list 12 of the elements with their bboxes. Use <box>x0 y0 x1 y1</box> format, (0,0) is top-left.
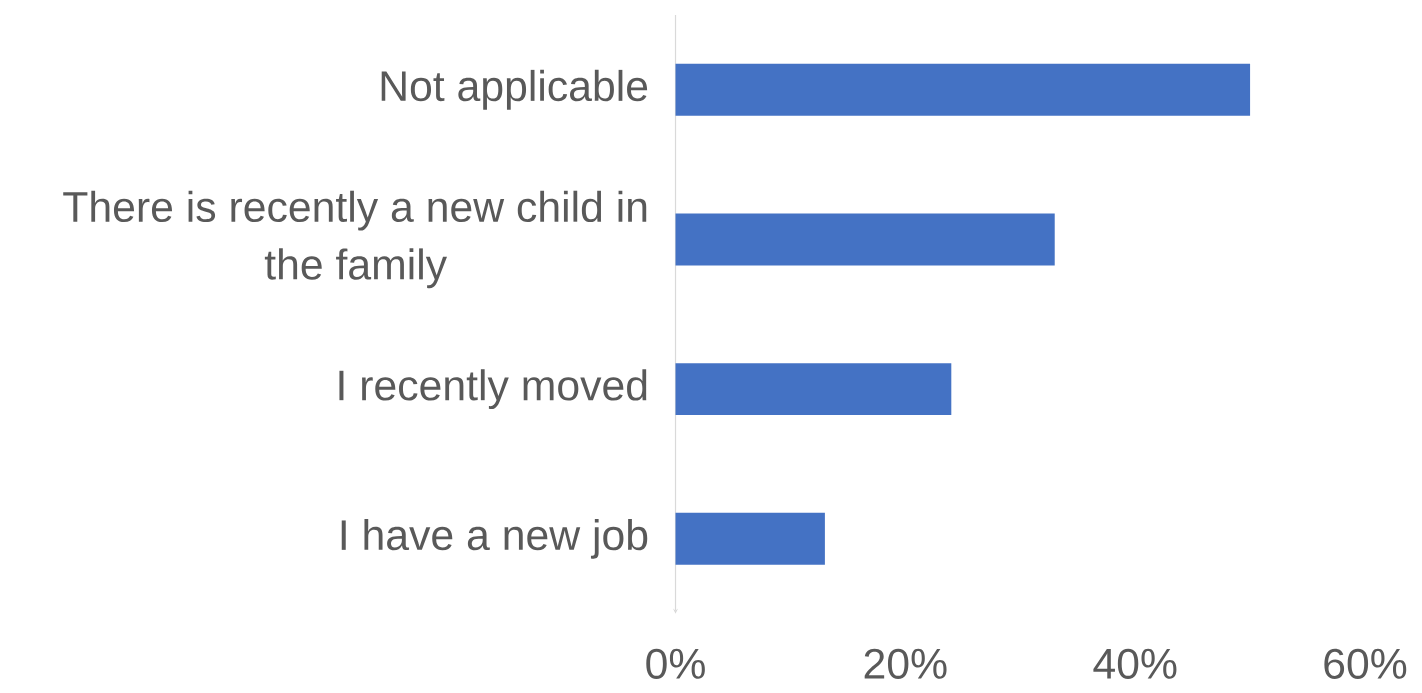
x-tick-label: 60% <box>1324 648 1407 679</box>
bar <box>675 512 825 565</box>
bar <box>675 363 952 415</box>
y-tick-label: I have a new job <box>341 518 648 559</box>
y-tick-label: I recently moved <box>339 369 647 409</box>
x-tick-label: 0% <box>646 648 705 679</box>
y-tick-label: There is recently a new child in the family <box>63 190 647 289</box>
x-tick-label: 40% <box>1093 648 1177 679</box>
bar <box>675 213 1055 266</box>
x-tick-label: 20% <box>864 648 947 679</box>
y-tick-label: Not applicable <box>381 69 648 110</box>
bar <box>675 63 1251 116</box>
